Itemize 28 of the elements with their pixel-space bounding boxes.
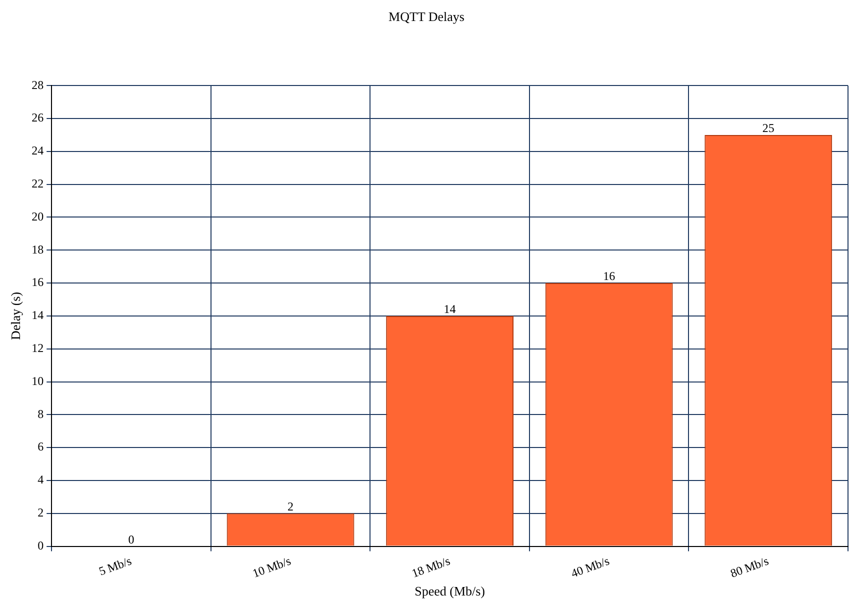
y-tick-label: 12 (32, 341, 44, 356)
y-tick-label: 0 (38, 538, 44, 552)
y-tick-label: 26 (32, 110, 44, 125)
y-tick-label: 14 (32, 308, 44, 322)
x-tick-label: 5 Mb/s (96, 554, 134, 578)
y-tick-label: 18 (32, 242, 44, 256)
y-tick-label: 24 (32, 144, 44, 158)
data-label: 16 (603, 269, 616, 284)
y-tick-label: 2 (38, 506, 44, 520)
y-tick-label: 4 (38, 472, 44, 487)
y-tick-label: 6 (38, 440, 44, 454)
data-label: 25 (762, 121, 774, 136)
y-tick-label: 22 (32, 176, 44, 190)
data-label: 2 (288, 500, 294, 514)
y-tick-label: 16 (32, 275, 44, 290)
y-tick-label: 28 (32, 78, 44, 92)
y-axis-title: Delay (s) (8, 292, 24, 340)
chart-title: MQTT Delays (388, 9, 464, 24)
x-tick-label: 18 Mb/s (410, 554, 452, 580)
x-tick-label: 40 Mb/s (569, 554, 612, 580)
x-tick-label: 10 Mb/s (250, 554, 293, 580)
y-tick-label: 10 (32, 374, 44, 388)
x-tick-label: 80 Mb/s (728, 554, 771, 580)
y-tick-label: 20 (32, 209, 44, 224)
data-label: 0 (128, 532, 134, 546)
y-tick-label: 8 (38, 406, 44, 421)
x-axis-title: Speed (Mb/s) (414, 584, 486, 599)
data-label: 14 (444, 302, 456, 316)
